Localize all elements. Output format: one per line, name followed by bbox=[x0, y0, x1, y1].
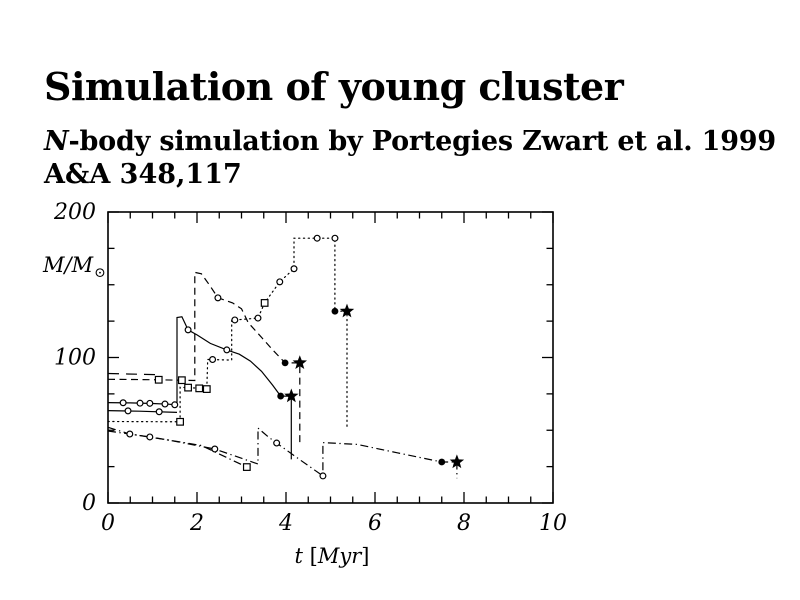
circle-marker bbox=[313, 234, 321, 242]
circle-marker bbox=[119, 399, 127, 407]
circle-marker bbox=[223, 346, 231, 354]
x-axis-label-bracket-open: [ bbox=[302, 544, 318, 568]
square-marker bbox=[177, 376, 186, 385]
x-axis-label: t [Myr] bbox=[262, 544, 402, 568]
square-marker bbox=[260, 299, 269, 307]
star-marker bbox=[339, 303, 355, 318]
circle-marker bbox=[273, 439, 281, 447]
star-marker bbox=[292, 355, 307, 369]
circle-marker bbox=[214, 294, 222, 302]
series-run-dashdot-a bbox=[107, 426, 458, 479]
x-tick-label: 0 bbox=[101, 511, 115, 536]
square-marker bbox=[202, 385, 211, 393]
filled-circle-marker bbox=[277, 392, 285, 400]
x-tick-label: 4 bbox=[278, 511, 293, 536]
square-marker bbox=[242, 463, 251, 471]
x-tick-label: 6 bbox=[368, 511, 382, 536]
square-marker bbox=[184, 383, 193, 392]
circle-marker bbox=[136, 399, 144, 407]
circle-marker bbox=[124, 407, 132, 415]
circle-marker bbox=[161, 400, 169, 408]
circle-marker bbox=[146, 399, 154, 407]
circle-marker bbox=[231, 316, 239, 324]
y-axis-label: M/M⊙ bbox=[43, 253, 106, 281]
slide-reference: A&A 348,117 bbox=[44, 159, 242, 190]
circle-marker bbox=[331, 234, 339, 242]
x-axis-label-bracket-close: ] bbox=[361, 544, 370, 568]
x-axis-label-unit: Myr bbox=[317, 544, 362, 568]
series-run-solid-b bbox=[107, 410, 178, 413]
filled-circle-marker bbox=[438, 458, 446, 466]
circle-marker bbox=[126, 430, 134, 438]
circle-marker bbox=[211, 445, 219, 453]
circle-marker bbox=[254, 314, 262, 322]
square-marker bbox=[154, 375, 163, 384]
circle-marker bbox=[171, 401, 179, 409]
y-tick-label: 200 bbox=[53, 200, 96, 225]
page-title: Simulation of young cluster bbox=[44, 64, 624, 109]
square-marker bbox=[195, 384, 204, 393]
series-run-dashed-a bbox=[107, 271, 301, 443]
circle-marker bbox=[290, 265, 298, 273]
circle-marker bbox=[184, 326, 192, 334]
circle-marker bbox=[155, 408, 163, 416]
filled-circle-marker bbox=[281, 359, 289, 367]
circle-marker bbox=[209, 356, 217, 364]
y-tick-label: 100 bbox=[54, 346, 96, 371]
sun-symbol-icon: ⊙ bbox=[94, 265, 106, 281]
x-axis-label-t: t bbox=[294, 544, 303, 568]
series-run-dashed-b bbox=[107, 372, 157, 376]
series-run-dotted bbox=[107, 237, 348, 428]
star-marker bbox=[284, 388, 299, 403]
star-marker bbox=[449, 454, 465, 469]
subtitle-text: -body simulation by Portegies Zwart et a… bbox=[68, 126, 776, 157]
slide-subtitle: N-body simulation by Portegies Zwart et … bbox=[44, 126, 776, 157]
x-tick-label: 8 bbox=[457, 511, 471, 536]
y-tick-label: 0 bbox=[82, 491, 96, 516]
circle-marker bbox=[276, 278, 284, 286]
circle-marker bbox=[319, 472, 327, 480]
x-tick-label: 2 bbox=[189, 511, 204, 536]
plot-frame bbox=[107, 211, 554, 504]
circle-marker bbox=[146, 433, 154, 441]
filled-circle-marker bbox=[331, 307, 339, 315]
square-marker bbox=[176, 417, 184, 426]
x-tick-label: 10 bbox=[539, 511, 567, 536]
subtitle-italic-n: N bbox=[44, 126, 69, 157]
y-axis-label-text: M/M bbox=[43, 253, 94, 277]
